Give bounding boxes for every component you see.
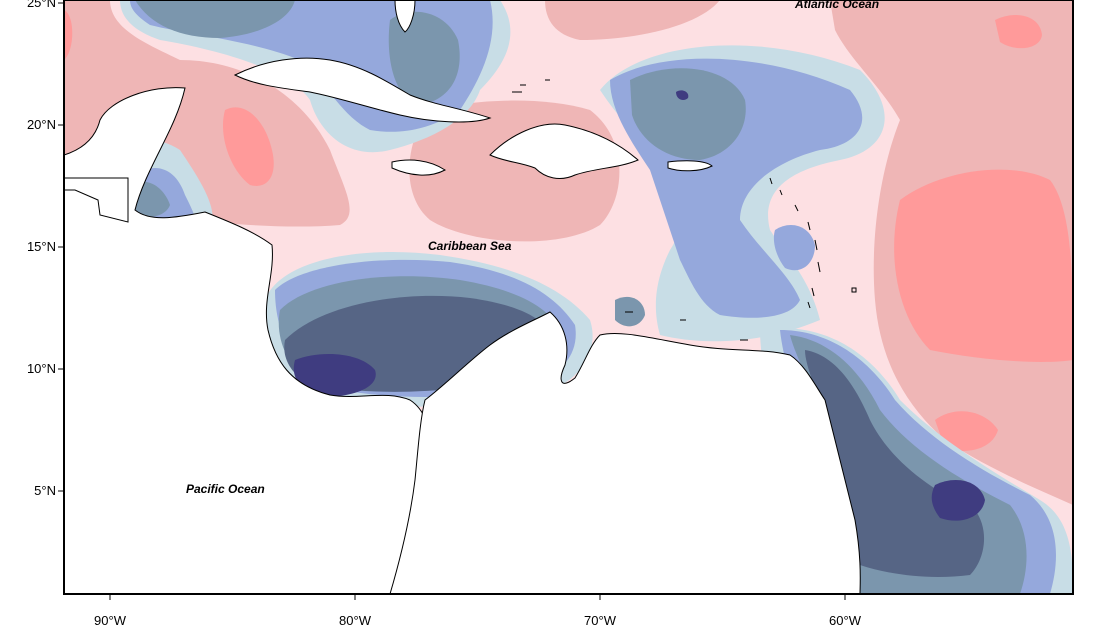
land-yucatan xyxy=(64,177,129,223)
field-red-strong xyxy=(935,411,998,451)
anomaly-field xyxy=(64,0,1073,594)
label-atlantic-ocean: Atlantic Ocean xyxy=(794,0,879,11)
lat-tick-label: 25°N xyxy=(27,0,56,10)
field-red-strong xyxy=(995,15,1042,49)
land-cuba xyxy=(233,57,492,123)
land-jamaica xyxy=(391,159,446,176)
longitude-axis: 90°W 80°W 70°W 60°W xyxy=(94,594,862,628)
lat-tick-label: 15°N xyxy=(27,239,56,254)
field-blue-steel xyxy=(630,68,746,160)
lon-tick-label: 60°W xyxy=(829,613,862,628)
lat-tick-label: 20°N xyxy=(27,117,56,132)
land-puerto-rico xyxy=(667,160,713,172)
field-blue-medium xyxy=(773,225,815,271)
latitude-axis: 25°N 20°N 15°N 10°N 5°N xyxy=(27,0,64,498)
lat-tick-label: 5°N xyxy=(34,483,56,498)
islands xyxy=(512,79,857,341)
lon-tick-label: 70°W xyxy=(584,613,617,628)
field-red-strong xyxy=(64,10,73,60)
land xyxy=(64,0,861,594)
lon-tick-label: 90°W xyxy=(94,613,127,628)
field-blue-steel xyxy=(135,0,295,38)
land-florida xyxy=(394,0,416,33)
field-red-medium xyxy=(545,0,720,40)
field-red-strong xyxy=(222,107,274,186)
label-caribbean-sea: Caribbean Sea xyxy=(428,239,512,253)
land-hispaniola xyxy=(489,123,639,179)
field-blue-deep xyxy=(676,90,689,100)
field-blue-steel xyxy=(388,11,460,105)
field-blue-deep xyxy=(293,354,376,397)
field-blue-deep xyxy=(931,480,985,521)
label-pacific-ocean: Pacific Ocean xyxy=(186,482,265,496)
lon-tick-label: 80°W xyxy=(339,613,372,628)
map-frame xyxy=(63,0,1074,595)
field-red-strong xyxy=(894,169,1073,362)
lat-tick-label: 10°N xyxy=(27,361,56,376)
